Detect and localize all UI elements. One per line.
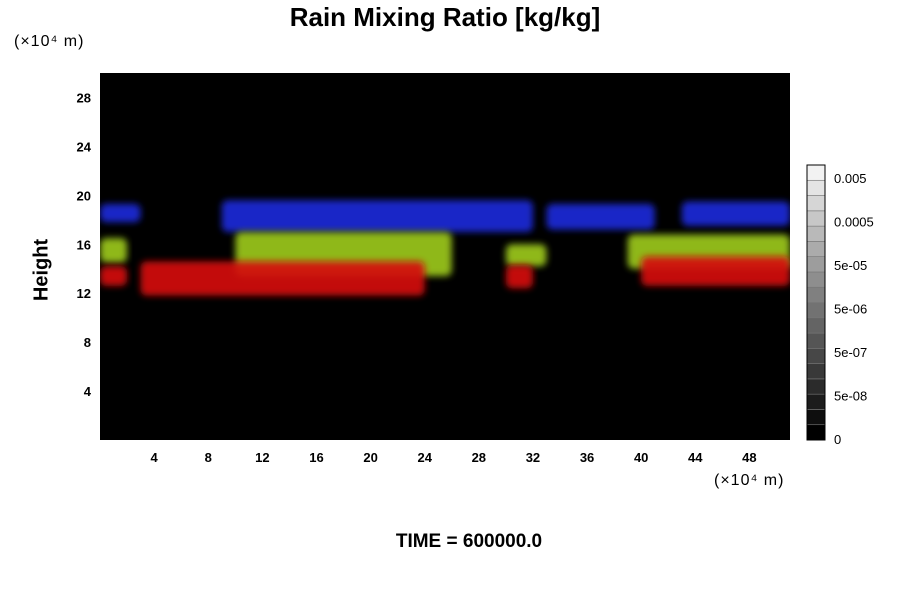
time-label: TIME = 600000.0 [395, 531, 543, 552]
colorbar-swatch [806, 348, 826, 364]
colorbar-swatch [806, 164, 826, 181]
colorbar-label: 0.0005 [834, 215, 874, 230]
layer-0-segment-1 [221, 200, 533, 233]
colorbar-swatch [806, 241, 826, 257]
x-tick-label: 8 [205, 450, 212, 465]
colorbar-swatch [806, 393, 826, 410]
colorbar-label: 5e-07 [834, 345, 867, 360]
layer-0-segment-3 [681, 201, 790, 226]
y-tick-label: 4 [84, 384, 92, 399]
colorbar-swatch [806, 195, 826, 212]
colorbar-swatch [806, 317, 826, 334]
layer-1-segment-0 [100, 238, 128, 263]
y-tick-label: 28 [77, 90, 91, 105]
x-tick-label: 40 [634, 450, 648, 465]
colorbar-frame [806, 164, 826, 441]
layer-2-segment-3 [641, 256, 790, 286]
x-axis-unit: (×10⁴ m) [714, 472, 785, 489]
colorbar-swatch [806, 378, 826, 395]
x-tick-label: 4 [151, 450, 159, 465]
colorbar-label: 0.005 [834, 171, 867, 186]
colorbar-swatch [806, 363, 826, 380]
x-tick-label: 48 [742, 450, 756, 465]
colorbar-label: 0 [834, 432, 841, 447]
x-tick-label: 24 [417, 450, 432, 465]
layer-2-segment-0 [100, 266, 128, 286]
colorbar-swatch [806, 424, 826, 441]
colorbar-label: 5e-05 [834, 258, 867, 273]
x-tick-label: 12 [255, 450, 269, 465]
chart-title: Rain Mixing Ratio [kg/kg] [289, 2, 601, 32]
y-tick-label: 8 [84, 335, 91, 350]
colorbar-label: 5e-08 [834, 389, 867, 404]
layer-0-segment-2 [546, 203, 655, 230]
x-tick-label: 32 [526, 450, 540, 465]
colorbar-swatch [806, 179, 826, 196]
colorbar-swatch [806, 409, 826, 426]
y-tick-label: 12 [77, 286, 91, 301]
x-tick-label: 20 [363, 450, 377, 465]
x-tick-label: 44 [688, 450, 703, 465]
colorbar-swatch [806, 332, 826, 349]
y-tick-label: 16 [77, 237, 91, 252]
colorbar-swatch [806, 271, 826, 288]
colorbar-label: 5e-06 [834, 302, 867, 317]
x-tick-label: 36 [580, 450, 594, 465]
layer-1-segment-2 [505, 244, 547, 267]
layer-2-segment-2 [505, 265, 533, 289]
colorbar-swatch [806, 256, 826, 273]
x-tick-label: 16 [309, 450, 323, 465]
layer-2-segment-1 [140, 261, 425, 296]
layer-0-segment-0 [100, 203, 141, 223]
y-tick-label: 24 [77, 139, 92, 154]
y-axis-unit: (×10⁴ m) [14, 33, 85, 50]
colorbar-swatch [806, 210, 826, 227]
x-tick-label: 28 [472, 450, 486, 465]
colorbar-swatch [806, 286, 826, 303]
colorbar-swatch [806, 225, 826, 242]
colorbar-swatch [806, 302, 826, 319]
y-tick-label: 20 [77, 188, 91, 203]
